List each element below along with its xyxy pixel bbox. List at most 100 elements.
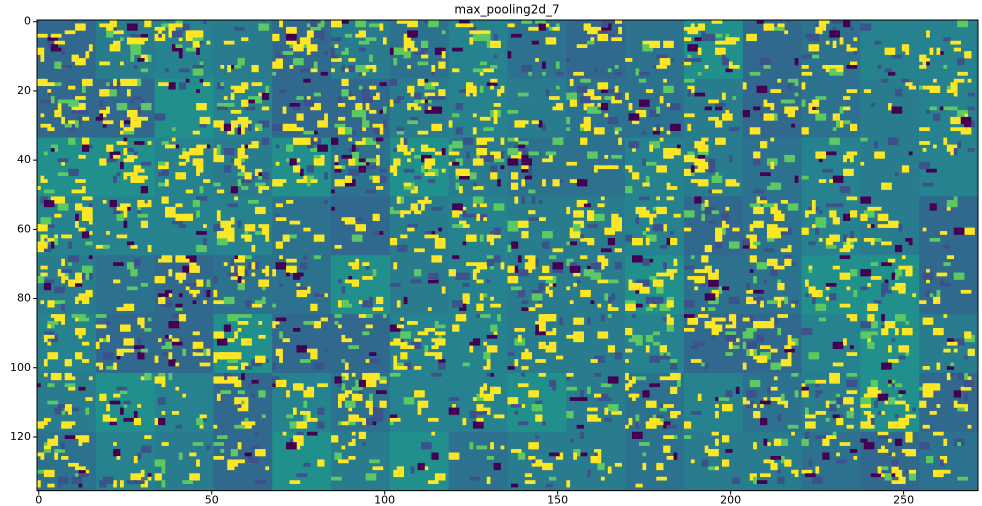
pixel xyxy=(636,304,643,308)
pixel xyxy=(805,421,816,428)
pixel xyxy=(777,328,781,335)
pixel xyxy=(182,151,189,158)
pixel xyxy=(649,356,656,363)
pixel xyxy=(476,280,483,284)
pixel xyxy=(179,453,183,460)
pixel xyxy=(725,352,732,356)
pixel xyxy=(431,124,442,131)
pixel xyxy=(840,273,851,280)
pixel xyxy=(452,113,459,117)
pixel xyxy=(155,459,166,466)
pixel xyxy=(51,321,55,328)
pixel xyxy=(708,466,715,470)
pixel xyxy=(528,217,539,221)
pixel xyxy=(836,72,843,76)
pixel xyxy=(611,214,618,218)
pixel xyxy=(843,155,847,162)
pixel xyxy=(636,414,640,421)
pixel xyxy=(667,131,671,135)
pixel xyxy=(331,477,342,481)
pixel xyxy=(791,470,798,474)
pixel xyxy=(888,103,892,110)
pixel xyxy=(878,224,889,228)
pixel xyxy=(694,196,701,203)
pixel xyxy=(127,172,138,176)
pixel xyxy=(518,93,529,97)
pixel xyxy=(106,107,110,114)
pixel xyxy=(234,89,245,93)
pixel xyxy=(307,165,314,172)
pixel xyxy=(61,162,65,166)
pixel xyxy=(369,23,380,27)
pixel xyxy=(65,383,76,387)
pixel xyxy=(957,20,968,27)
tile xyxy=(37,79,96,138)
pixel xyxy=(431,432,435,436)
pixel xyxy=(705,107,712,111)
pixel xyxy=(954,93,958,97)
pixel xyxy=(476,411,487,415)
pixel xyxy=(79,387,86,391)
pixel xyxy=(321,72,328,76)
pixel xyxy=(764,248,775,252)
pixel xyxy=(629,165,633,172)
pixel xyxy=(341,359,345,363)
pixel xyxy=(777,228,788,232)
pixel xyxy=(303,100,314,107)
pixel xyxy=(68,169,79,176)
pixel xyxy=(117,387,128,391)
pixel xyxy=(400,331,411,338)
pixel xyxy=(847,352,858,356)
pixel xyxy=(725,325,732,329)
pixel xyxy=(535,414,542,421)
pixel xyxy=(601,314,605,321)
pixel xyxy=(397,245,408,252)
pixel xyxy=(113,363,117,370)
pixel xyxy=(37,241,48,248)
pixel xyxy=(926,62,930,66)
tile xyxy=(802,314,861,373)
pixel xyxy=(618,138,622,145)
pixel xyxy=(213,224,220,231)
pixel xyxy=(843,235,847,242)
pixel xyxy=(691,359,702,363)
pixel xyxy=(770,387,777,391)
pixel xyxy=(881,241,885,245)
pixel xyxy=(82,231,89,238)
pixel xyxy=(954,390,961,397)
pixel xyxy=(601,196,605,200)
pixel xyxy=(290,221,301,225)
pixel xyxy=(746,34,757,41)
pixel xyxy=(743,82,747,89)
pixel xyxy=(341,446,345,450)
pixel xyxy=(591,27,602,31)
pixel xyxy=(255,356,266,363)
pixel xyxy=(431,72,435,76)
pixel xyxy=(833,113,840,120)
pixel xyxy=(82,86,86,93)
pixel xyxy=(933,383,940,390)
pixel xyxy=(770,107,774,111)
pixel xyxy=(463,293,470,300)
pixel xyxy=(283,51,294,55)
pixel xyxy=(452,210,459,217)
pixel xyxy=(421,203,425,210)
pixel xyxy=(424,172,435,176)
pixel xyxy=(99,23,106,27)
pixel xyxy=(203,418,207,422)
pixel xyxy=(653,131,660,135)
pixel xyxy=(604,113,608,117)
pixel xyxy=(231,158,235,162)
pixel xyxy=(853,37,857,41)
pixel xyxy=(885,241,892,245)
pixel xyxy=(376,145,380,149)
pixel xyxy=(532,41,539,45)
pixel xyxy=(196,418,203,425)
pixel xyxy=(393,262,397,269)
pixel xyxy=(276,51,280,58)
pixel xyxy=(113,155,120,159)
pixel xyxy=(217,214,221,221)
pixel xyxy=(238,165,245,169)
pixel xyxy=(826,418,830,422)
pixel xyxy=(684,266,695,270)
